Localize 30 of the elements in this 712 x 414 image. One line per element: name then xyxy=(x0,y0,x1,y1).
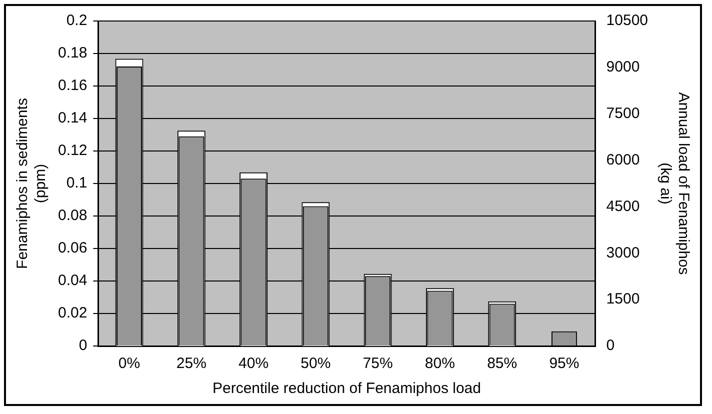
x-tick-label: 0% xyxy=(118,355,140,372)
y2-tick-label: 10500 xyxy=(606,12,648,30)
y-tick-label: 0.2 xyxy=(66,12,88,30)
x-tick-label: 80% xyxy=(424,355,455,372)
y2-tick-label: 0 xyxy=(606,337,615,354)
y-tick-label: 0.04 xyxy=(58,272,88,290)
y-tick-label: 0.12 xyxy=(58,142,88,160)
x-tick-label: 85% xyxy=(487,355,518,372)
y2-tick-label: 1500 xyxy=(606,290,640,308)
y-axis-title: Fenamiphos in sediments (ppm) xyxy=(14,98,50,269)
y2-tick-label: 6000 xyxy=(606,151,640,168)
x-tick-label: 50% xyxy=(300,355,331,372)
x-tick-label: 25% xyxy=(176,355,206,372)
y-tick-label: 0.14 xyxy=(58,110,88,127)
x-tick-label: 40% xyxy=(238,355,269,372)
y-tick-label: 0.1 xyxy=(66,174,88,192)
x-axis-title: Percentile reduction of Fenamiphos load xyxy=(212,380,481,398)
y2-tick-label: 7500 xyxy=(606,105,640,122)
y2-axis-title: Annual load of Fenamiphos (kg ai) xyxy=(656,92,692,275)
x-tick-label: 95% xyxy=(549,355,580,372)
y-tick-label: 0 xyxy=(78,337,88,354)
y2-tick-label: 3000 xyxy=(606,244,640,262)
y-tick-label: 0.18 xyxy=(58,44,88,62)
y-tick-label: 0.06 xyxy=(58,240,88,257)
x-tick-label: 75% xyxy=(362,355,393,372)
y-tick-label: 0.08 xyxy=(58,207,88,224)
y-tick-label: 0.16 xyxy=(58,77,88,94)
y2-tick-label: 9000 xyxy=(606,58,640,76)
y2-tick-label: 4500 xyxy=(606,198,640,215)
y-tick-label: 0.02 xyxy=(58,304,88,322)
